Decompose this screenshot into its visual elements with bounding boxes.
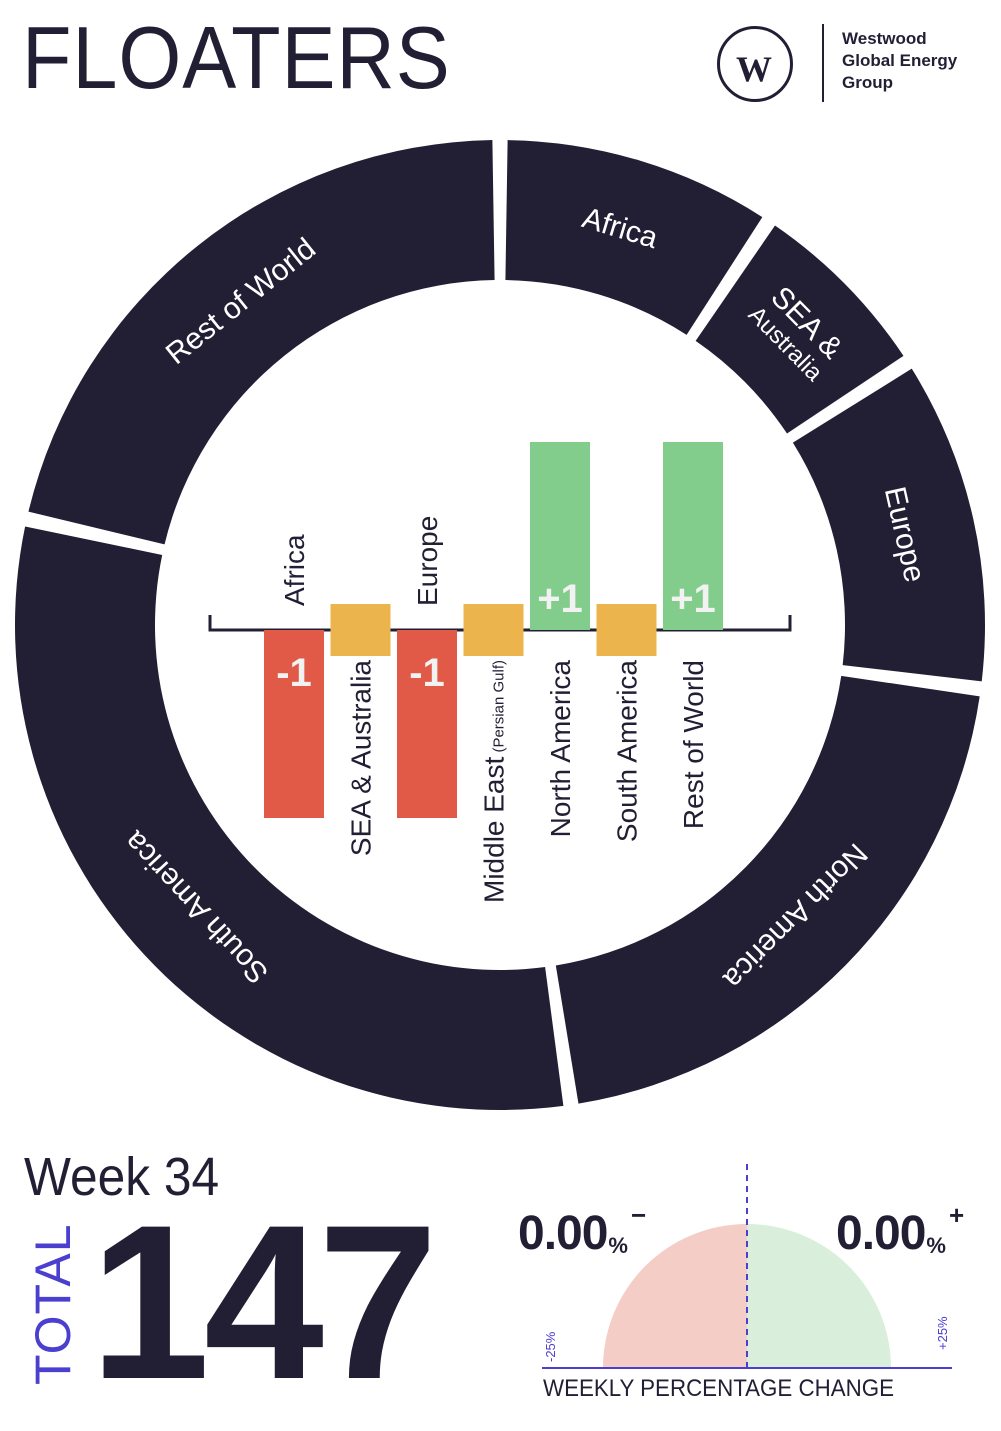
- bar-middle-east: [463, 604, 524, 656]
- bar-value-africa: -1: [276, 651, 312, 695]
- bar-category-rest-of-world: Rest of World: [678, 660, 709, 829]
- bar-rest-of-world: [663, 442, 723, 630]
- increase-percent-symbol: %: [926, 1233, 946, 1258]
- logo-line-1: Westwood: [842, 29, 927, 48]
- bar-sea-australia: [330, 604, 391, 656]
- plus-sign-icon: +: [949, 1200, 964, 1230]
- donut-segment-europe: [792, 368, 985, 682]
- bar-category-sea-australia: SEA & Australia: [346, 660, 377, 857]
- bar-europe: [397, 630, 457, 818]
- page-title: FLOATERS: [22, 8, 451, 107]
- bar-category-africa: Africa: [279, 534, 310, 606]
- company-logo: W Westwood Global Energy Group: [717, 22, 987, 112]
- logo-line-3: Group: [842, 73, 893, 92]
- gauge-negative-half: [603, 1224, 747, 1368]
- logo-line-2: Global Energy: [842, 51, 958, 70]
- donut-segment-rest-of-world: [28, 140, 495, 545]
- week-label: Week 34: [24, 1147, 220, 1207]
- gauge-caption: WEEKLY PERCENTAGE CHANGE: [543, 1375, 895, 1402]
- bar-north-america: [530, 442, 590, 630]
- gauge-positive-half: [747, 1224, 891, 1368]
- logo-text: Westwood Global Energy Group: [842, 28, 957, 94]
- increase-percent: 0.00% +: [836, 1202, 964, 1260]
- bar-south-america: [596, 604, 657, 656]
- bar-category-note: (Persian Gulf): [491, 660, 508, 757]
- logo-divider: [822, 24, 824, 102]
- bar-value-north-america: +1: [537, 577, 583, 621]
- minus-sign-icon: −: [631, 1200, 646, 1230]
- bar-value-europe: -1: [409, 651, 445, 695]
- donut-segment-south-america: [14, 526, 564, 1110]
- logo-mark-icon: W: [717, 26, 793, 102]
- bar-africa: [264, 630, 324, 818]
- bar-category-europe: Europe: [412, 516, 443, 606]
- weekly-change-gauge: [542, 1164, 952, 1369]
- decrease-percent-symbol: %: [608, 1233, 628, 1258]
- donut-segment-africa: [505, 140, 763, 335]
- decrease-percent: 0.00% −: [518, 1202, 646, 1260]
- donut-segment-sea-australia: [695, 225, 904, 434]
- gauge-max-label: +25%: [935, 1316, 950, 1350]
- total-label: TOTAL: [25, 1223, 81, 1385]
- logo-w-glyph: W: [736, 49, 772, 89]
- donut-segment-north-america: [555, 675, 980, 1104]
- increase-value: 0.00: [836, 1207, 926, 1260]
- bar-category-south-america: South America: [612, 660, 643, 843]
- bar-category-north-america: North America: [545, 660, 576, 838]
- decrease-value: 0.00: [518, 1207, 608, 1260]
- gauge-min-label: -25%: [543, 1331, 558, 1362]
- bar-value-rest-of-world: +1: [670, 577, 716, 621]
- total-value: 147: [90, 1179, 438, 1425]
- bar-category-middle-east: Middle East (Persian Gulf): [479, 660, 510, 903]
